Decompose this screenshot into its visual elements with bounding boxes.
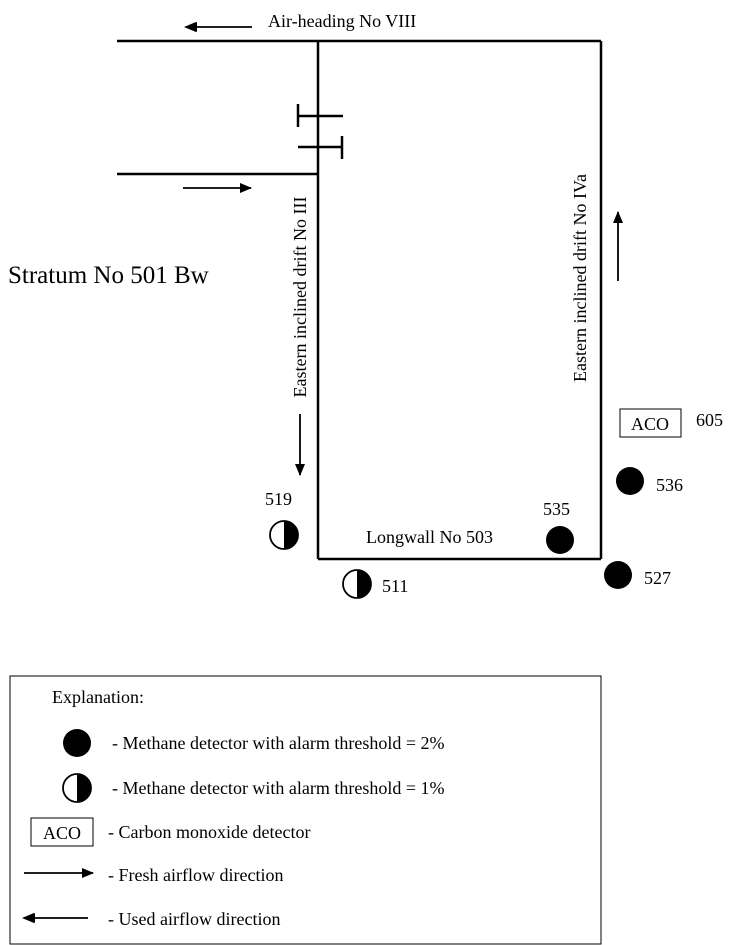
legend-methane-2pct-label: - Methane detector with alarm threshold … bbox=[112, 733, 445, 753]
methane-detector-2pct-535 bbox=[546, 526, 574, 554]
sensor-label-527: 527 bbox=[644, 568, 671, 588]
co-detector-box bbox=[619, 408, 682, 438]
legend-methane-1pct-label: - Methane detector with alarm threshold … bbox=[112, 778, 445, 798]
longwall-label: Longwall No 503 bbox=[366, 527, 493, 547]
legend-methane-2pct-icon bbox=[63, 729, 91, 757]
co-detector-box-label: ACO bbox=[631, 414, 669, 434]
legend-fresh-air-label: - Fresh airflow direction bbox=[108, 865, 283, 885]
legend-co-label: - Carbon monoxide detector bbox=[108, 822, 310, 842]
legend-co-box bbox=[30, 817, 94, 847]
methane-detector-2pct-527 bbox=[604, 561, 632, 589]
legend-methane-1pct-icon bbox=[62, 773, 92, 803]
legend-title: Explanation: bbox=[52, 687, 144, 707]
sensor-label-511: 511 bbox=[382, 576, 408, 596]
legend-used-air-arrow-icon bbox=[22, 913, 88, 923]
used-airflow-arrow-top bbox=[184, 22, 252, 32]
legend-frame bbox=[9, 675, 602, 945]
sensor-label-535: 535 bbox=[543, 499, 570, 519]
methane-detector-1pct-519 bbox=[269, 520, 299, 550]
legend-co-box-label: ACO bbox=[43, 823, 81, 843]
legend-used-air-label: - Used airflow direction bbox=[108, 909, 280, 929]
drift-iii-label: Eastern inclined drift No III bbox=[290, 197, 310, 398]
stratum-label: Stratum No 501 Bw bbox=[8, 262, 209, 289]
legend: Explanation: - Methane detector with ala… bbox=[9, 675, 602, 945]
air-heading-label: Air-heading No VIII bbox=[268, 11, 416, 31]
sensor-label-605: 605 bbox=[696, 410, 723, 430]
methane-detector-2pct-536 bbox=[616, 467, 644, 495]
drift-iva-label: Eastern inclined drift No IVa bbox=[570, 174, 590, 382]
sensor-label-519: 519 bbox=[265, 489, 292, 509]
sensor-label-536: 536 bbox=[656, 475, 683, 495]
methane-detector-1pct-511 bbox=[342, 569, 372, 599]
ventilation-door-upper bbox=[296, 104, 343, 127]
ventilation-door-lower bbox=[298, 136, 344, 159]
